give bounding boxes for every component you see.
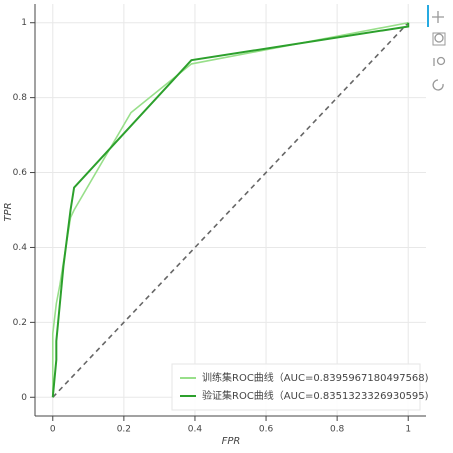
y-tick-label: 0.8 <box>13 93 28 103</box>
y-tick-label: 1 <box>21 18 27 28</box>
box-zoom-tool[interactable] <box>434 33 444 43</box>
y-tick-label: 0.4 <box>13 243 28 253</box>
legend-box <box>171 363 421 411</box>
y-tick-label: 0.6 <box>13 168 28 178</box>
toolbar-active <box>427 5 429 27</box>
diagonal-line <box>52 22 409 398</box>
x-tick-label: 0 <box>50 425 56 435</box>
x-tick-label: 0.8 <box>330 425 345 435</box>
roc-line <box>51 22 410 398</box>
toolbar <box>427 5 446 91</box>
pan-tool[interactable] <box>432 11 444 23</box>
y-tick-label: 0 <box>21 393 27 403</box>
x-tick-label: 1 <box>405 425 411 435</box>
reset-tool[interactable] <box>432 79 444 91</box>
y-axis-title: TPR <box>3 202 14 221</box>
x-axis-title: FPR <box>222 436 241 447</box>
box-zoom-frame <box>432 32 446 46</box>
wheel-zoom-tool[interactable] <box>436 56 446 66</box>
legend-label: 验证集ROC曲线（AUC=0.8351323326930595) <box>202 389 429 402</box>
roc-line <box>51 21 409 398</box>
legend-label: 训练集ROC曲线（AUC=0.8395967180497568) <box>202 371 429 384</box>
x-tick-label: 0.6 <box>259 425 274 435</box>
legend: 训练集ROC曲线（AUC=0.8395967180497568) 验证集ROC曲线… <box>171 363 429 411</box>
x-tick-label: 0.2 <box>117 425 131 435</box>
y-tick-label: 0.2 <box>13 318 27 328</box>
x-tick-label: 0.4 <box>188 425 203 435</box>
